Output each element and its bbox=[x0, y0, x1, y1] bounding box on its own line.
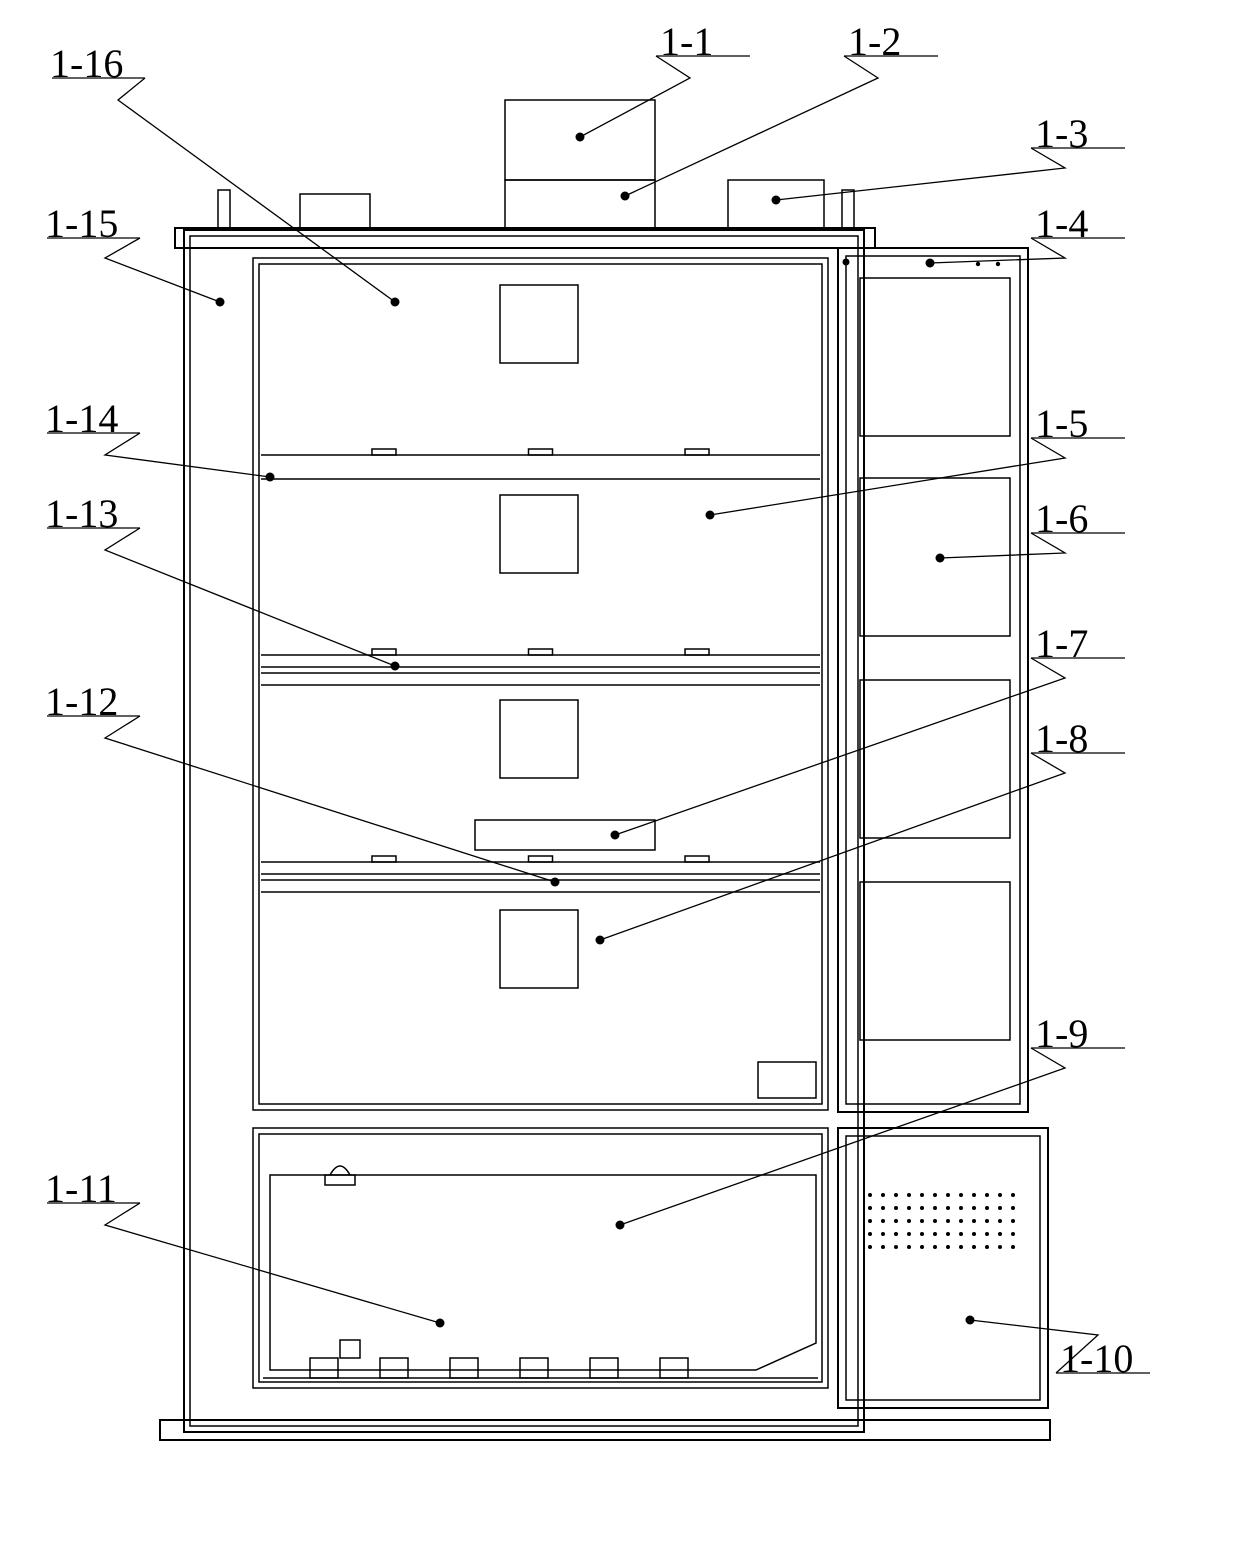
callout-label-1-6: 1-6 bbox=[1035, 495, 1088, 542]
callout-label-1-3: 1-3 bbox=[1035, 110, 1088, 157]
callout-label-1-15: 1-15 bbox=[45, 200, 118, 247]
callout-label-1-14: 1-14 bbox=[45, 395, 118, 442]
callout-label-1-8: 1-8 bbox=[1035, 715, 1088, 762]
callout-label-1-9: 1-9 bbox=[1035, 1010, 1088, 1057]
callout-label-1-13: 1-13 bbox=[45, 490, 118, 537]
callout-label-1-4: 1-4 bbox=[1035, 200, 1088, 247]
callout-label-1-11: 1-11 bbox=[45, 1165, 117, 1212]
diagram-canvas: 1-1 1-2 1-3 1-4 1-5 1-6 1-7 1-8 1-9 1-10 1-11 1-12 1… bbox=[0, 0, 1240, 1561]
callout-label-1-5: 1-5 bbox=[1035, 400, 1088, 447]
callout-label-1-2: 1-2 bbox=[848, 18, 901, 65]
callout-label-1-10: 1-10 bbox=[1060, 1335, 1133, 1382]
callout-label-1-7: 1-7 bbox=[1035, 620, 1088, 667]
callout-label-1-12: 1-12 bbox=[45, 678, 118, 725]
callout-label-1-1: 1-1 bbox=[660, 18, 713, 65]
callout-label-1-16: 1-16 bbox=[50, 40, 123, 87]
